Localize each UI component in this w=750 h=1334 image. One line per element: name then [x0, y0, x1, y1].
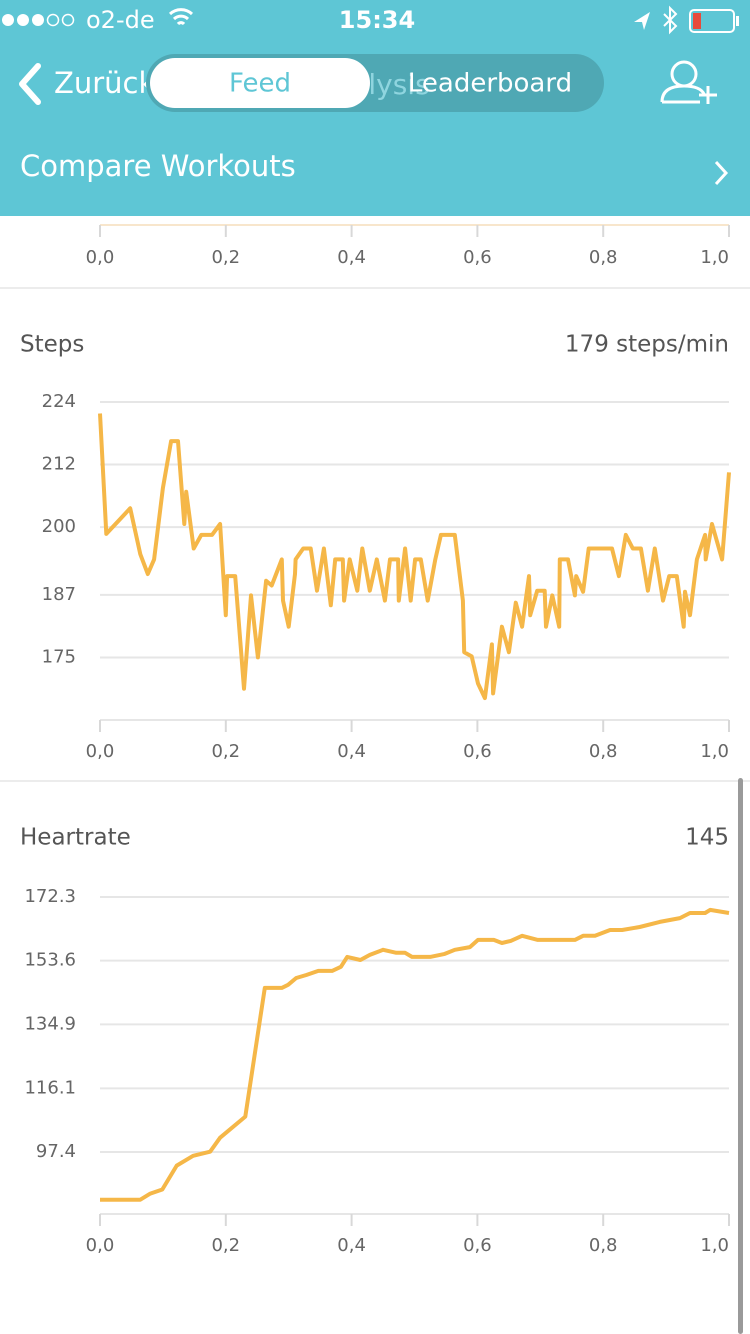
y-tick-label: 224 — [42, 391, 76, 412]
x-tick-label: 1,0 — [700, 741, 729, 762]
y-tick-label: 116.1 — [24, 1077, 76, 1098]
x-tick-label: 0,8 — [589, 741, 618, 762]
x-tick-label: 0,4 — [337, 1235, 366, 1256]
signal — [2, 13, 75, 27]
x-tick-label: 0,8 — [589, 1235, 618, 1256]
segment-feed[interactable]: Feed — [229, 69, 291, 99]
x-tick-label: 1,0 — [700, 247, 729, 268]
battery — [689, 9, 735, 33]
chart-summary: 145 — [685, 825, 729, 851]
back-chevron[interactable] — [19, 63, 41, 105]
x-tick-label: 0,2 — [211, 1235, 240, 1256]
chart-title: Steps — [20, 332, 84, 358]
carrier: o2-de — [86, 6, 155, 34]
data-line — [100, 907, 730, 1202]
battery-tip — [736, 16, 739, 26]
add-friend-icon[interactable] — [660, 60, 717, 104]
x-tick-label: 0,4 — [337, 741, 366, 762]
segment-leaderboard[interactable]: Leaderboard — [408, 69, 572, 99]
x-tick-label: 0,0 — [86, 1235, 115, 1256]
section-title: Compare Workouts — [20, 149, 296, 183]
chevron-right[interactable] — [714, 160, 729, 186]
clock: 15:34 — [339, 6, 415, 34]
y-tick-label: 153.6 — [24, 950, 76, 971]
x-tick-label: 0,0 — [86, 741, 115, 762]
y-tick-label: 97.4 — [36, 1141, 76, 1162]
segment-selected — [150, 58, 370, 108]
y-tick-label: 172.3 — [24, 886, 76, 907]
x-tick-label: 0,6 — [463, 741, 492, 762]
x-tick-label: 0,4 — [337, 247, 366, 268]
x-tick-label: 0,0 — [86, 247, 115, 268]
data-line — [98, 413, 731, 701]
bluetooth-icon — [663, 5, 678, 35]
location-icon — [634, 12, 650, 30]
chart-title: Heartrate — [20, 825, 131, 851]
back-button[interactable]: Zurück — [54, 66, 155, 100]
wifi-icon — [168, 8, 194, 26]
x-tick-label: 0,6 — [463, 247, 492, 268]
scrollbar — [738, 778, 743, 1334]
y-tick-label: 200 — [42, 516, 76, 537]
y-tick-label: 134.9 — [24, 1013, 76, 1034]
chart-summary: 179 steps/min — [565, 332, 729, 358]
y-tick-label: 175 — [42, 646, 76, 667]
x-tick-label: 0,2 — [211, 741, 240, 762]
y-tick-label: 212 — [42, 454, 76, 475]
x-tick-label: 1,0 — [700, 1235, 729, 1256]
battery-level — [693, 13, 701, 29]
x-tick-label: 0,6 — [463, 1235, 492, 1256]
y-tick-label: 187 — [42, 584, 76, 605]
x-tick-label: 0,2 — [211, 247, 240, 268]
x-tick-label: 0,8 — [589, 247, 618, 268]
